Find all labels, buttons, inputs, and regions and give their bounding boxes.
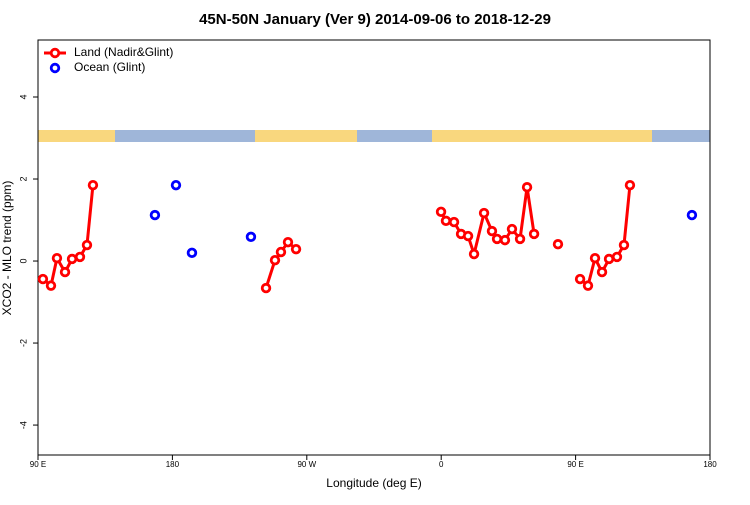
data-point <box>589 252 601 264</box>
land-band <box>255 130 357 142</box>
x-tick-label: 0 <box>439 460 444 469</box>
x-tick-label: 90 E <box>567 460 583 469</box>
data-point <box>59 266 71 278</box>
data-point <box>506 223 518 235</box>
data-point <box>462 230 474 242</box>
land-ocean-strip <box>38 130 710 142</box>
legend-marker <box>49 47 61 59</box>
data-point <box>596 266 608 278</box>
data-point <box>51 252 63 264</box>
legend-label: Land (Nadir&Glint) <box>74 45 173 59</box>
data-point <box>186 247 198 259</box>
legend-marker <box>49 62 61 74</box>
y-tick-label: 2 <box>18 177 28 182</box>
data-point <box>275 246 287 258</box>
data-point <box>624 179 636 191</box>
x-tick-label: 90 W <box>297 460 316 469</box>
data-point <box>491 233 503 245</box>
data-point <box>74 251 86 263</box>
data-point <box>440 215 452 227</box>
data-point <box>478 207 490 219</box>
y-axis-label: XCO2 - MLO trend (ppm) <box>0 181 14 316</box>
data-point <box>499 234 511 246</box>
data-point <box>269 255 281 266</box>
data-point <box>486 225 498 237</box>
data-point <box>66 253 78 265</box>
y-tick-label: -2 <box>18 339 28 347</box>
x-tick-label: 180 <box>703 460 717 469</box>
y-tick-label: -4 <box>18 421 28 429</box>
data-point <box>245 231 257 243</box>
data-point <box>435 206 447 218</box>
data-point <box>81 239 93 251</box>
data-point <box>618 239 630 251</box>
y-tick-label: 0 <box>18 259 28 264</box>
data-point <box>170 179 182 191</box>
data-point <box>521 182 533 193</box>
data-point <box>603 253 615 265</box>
land-band <box>432 130 652 142</box>
data-point <box>574 273 586 285</box>
data-point <box>448 216 460 228</box>
x-tick-label: 90 E <box>30 460 46 469</box>
data-point <box>582 280 594 291</box>
plot-frame <box>37 39 711 456</box>
data-point <box>686 209 698 221</box>
x-axis-label: Longitude (deg E) <box>326 476 421 490</box>
legend-label: Ocean (Glint) <box>74 60 145 74</box>
data-point <box>468 248 480 260</box>
data-point <box>290 243 302 255</box>
data-point <box>37 273 49 285</box>
data-point <box>260 282 272 294</box>
data-point <box>514 233 526 245</box>
chart-title: 45N-50N January (Ver 9) 2014-09-06 to 20… <box>199 11 551 28</box>
land-band <box>38 130 115 142</box>
data-point <box>282 236 294 248</box>
data-point <box>87 179 99 191</box>
data-point <box>45 280 57 291</box>
data-point <box>552 239 564 250</box>
data-point <box>611 251 623 263</box>
data-point <box>149 209 161 221</box>
data-point <box>528 228 540 240</box>
x-tick-label: 180 <box>166 460 180 469</box>
y-tick-label: 4 <box>18 94 28 99</box>
